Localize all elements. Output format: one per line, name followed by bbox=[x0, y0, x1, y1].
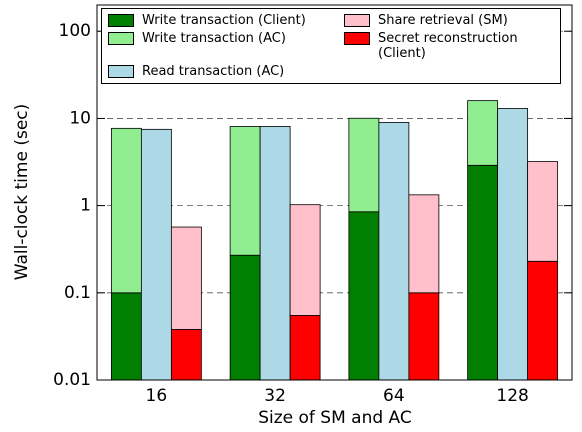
legend-label: Share retrieval (SM) bbox=[378, 13, 508, 28]
legend-swatch bbox=[108, 32, 134, 45]
y-tick-label: 1 bbox=[80, 196, 91, 216]
bar-segment bbox=[378, 122, 410, 381]
legend-label: Read transaction (AC) bbox=[142, 64, 285, 79]
bar-segment bbox=[140, 128, 172, 381]
plot-frame bbox=[96, 4, 573, 381]
bar-segment bbox=[467, 100, 499, 166]
legend-item: Write transaction (AC) bbox=[108, 31, 344, 61]
legend-item: Read transaction (AC) bbox=[108, 64, 344, 79]
legend-swatch bbox=[344, 14, 370, 27]
legend-swatch bbox=[108, 65, 134, 78]
x-tick-label: 128 bbox=[496, 386, 528, 406]
legend-swatch bbox=[108, 14, 134, 27]
bar-segment bbox=[259, 126, 291, 381]
legend: Write transaction (Client) Write transact… bbox=[101, 8, 561, 84]
legend-label: Write transaction (AC) bbox=[142, 31, 286, 46]
x-tick-label: 32 bbox=[264, 386, 286, 406]
bar-segment bbox=[170, 329, 202, 381]
bar-segment bbox=[229, 126, 261, 256]
x-tick-label: 16 bbox=[146, 386, 168, 406]
y-tick-label: 0.1 bbox=[64, 283, 91, 303]
bar-segment bbox=[229, 254, 261, 381]
legend-item: Share retrieval (SM) bbox=[344, 13, 554, 28]
legend-label: Write transaction (Client) bbox=[142, 13, 306, 28]
bar-segment bbox=[289, 315, 321, 381]
bar-segment bbox=[527, 161, 559, 262]
bar-segment bbox=[497, 108, 529, 381]
bar-segment bbox=[110, 292, 142, 381]
bar-segment bbox=[408, 194, 440, 294]
y-tick-label: 0.01 bbox=[53, 370, 91, 390]
legend-label: Secret reconstruction (Client) bbox=[378, 31, 518, 61]
y-tick-label: 100 bbox=[59, 21, 91, 41]
bar-segment bbox=[527, 260, 559, 381]
x-tick-label: 64 bbox=[383, 386, 405, 406]
x-axis-label: Size of SM and AC bbox=[258, 408, 412, 428]
bar-segment bbox=[348, 117, 380, 213]
legend-item: Secret reconstruction (Client) bbox=[344, 31, 554, 61]
bar-segment bbox=[408, 292, 440, 381]
bar-segment bbox=[348, 211, 380, 381]
bar-segment bbox=[170, 226, 202, 330]
y-tick-label: 10 bbox=[69, 108, 91, 128]
bar-segment bbox=[467, 164, 499, 381]
bar-segment bbox=[289, 204, 321, 316]
legend-swatch bbox=[344, 32, 370, 45]
y-axis-label: Wall-clock time (sec) bbox=[12, 104, 32, 281]
bar-segment bbox=[110, 127, 142, 294]
legend-item: Write transaction (Client) bbox=[108, 13, 344, 28]
